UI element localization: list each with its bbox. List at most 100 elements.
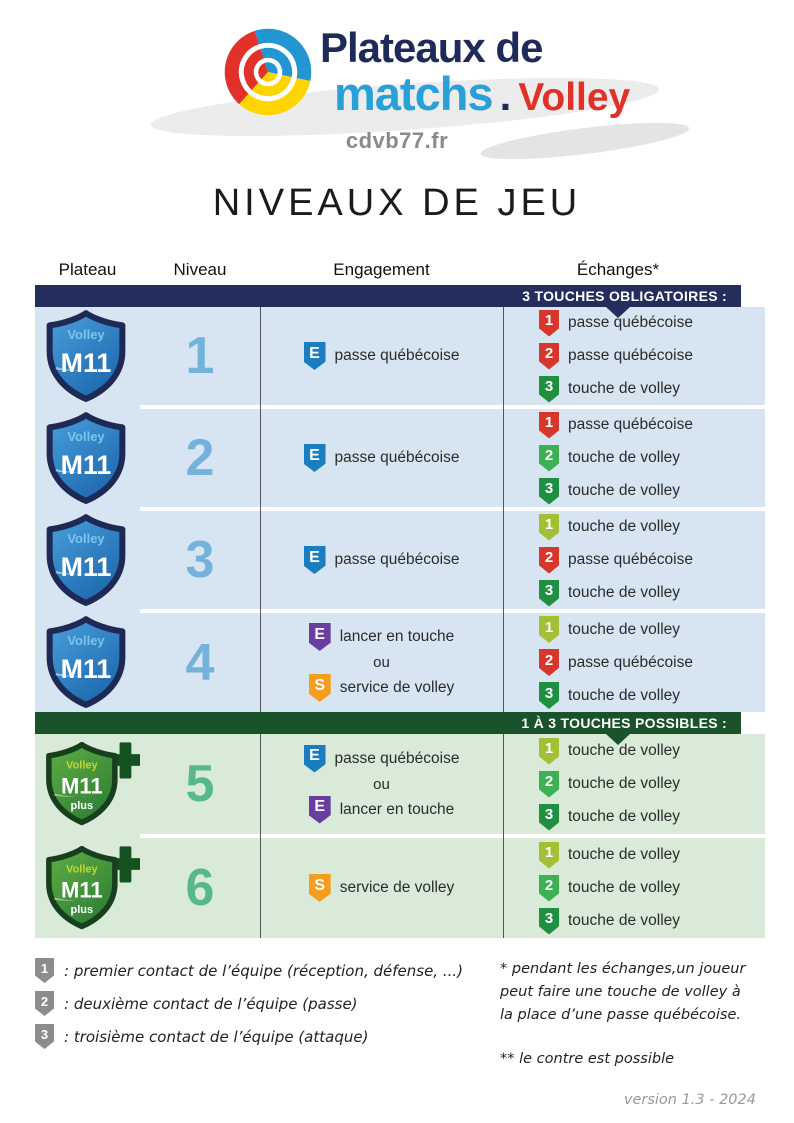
logo-dot: . bbox=[499, 72, 512, 119]
page-title: NIVEAUX DE JEU bbox=[212, 182, 582, 224]
row-separator bbox=[140, 507, 765, 511]
plateau-cell: Volley M11 bbox=[35, 615, 140, 710]
niveau-number: 4 bbox=[185, 633, 215, 692]
legend-1-badge-icon: 1 bbox=[35, 958, 54, 983]
shield-volley-label: Volley bbox=[67, 327, 105, 342]
engagement-label: service de volley bbox=[339, 879, 455, 896]
touch-number-2-badge-icon: 2 bbox=[539, 874, 559, 902]
shield-m11-label: M11 bbox=[61, 654, 112, 684]
shield-volley-label: Volley bbox=[67, 531, 105, 546]
echange-line: 3 touche de volley bbox=[539, 682, 765, 709]
column-header-niveau: Niveau bbox=[173, 260, 227, 279]
echange-line: 1 touche de volley bbox=[539, 513, 765, 541]
legend-text: : troisième contact de l’équipe (attaque… bbox=[64, 1027, 369, 1046]
m11-plus-shield-icon: Volley M11 plus bbox=[46, 845, 140, 930]
column-divider bbox=[503, 307, 504, 712]
engagement-e-badge-icon: E bbox=[303, 546, 326, 574]
echange-label: passe québécoise bbox=[568, 314, 693, 331]
echanges-cell: 1 touche de volley 2 passe québécoise 3 touch… bbox=[503, 616, 765, 709]
touch-number-2-badge-icon: 2 bbox=[539, 546, 559, 574]
echange-label: touche de volley bbox=[568, 449, 681, 466]
echange-line: 3 touche de volley bbox=[539, 803, 765, 831]
engagement-label: lancer en touche bbox=[339, 800, 455, 818]
echanges-cell: 1 passe québécoise 2 passe québécoise 3 touch… bbox=[503, 309, 765, 403]
banner-pointer-icon bbox=[606, 307, 630, 318]
plateau-cell: Volley M11 plus bbox=[35, 839, 140, 937]
logo-title-line1: Plateaux de bbox=[320, 24, 543, 71]
engagement-label: service de volley bbox=[339, 679, 455, 696]
m11-shield-icon: Volley M11 bbox=[46, 309, 126, 402]
echange-line: 2 passe québécoise bbox=[539, 546, 765, 574]
plateau-cell: Volley M11 bbox=[35, 309, 140, 404]
niveau-number: 1 bbox=[185, 327, 215, 385]
echange-label: touche de volley bbox=[568, 482, 681, 499]
engagement-label: passe québécoise bbox=[334, 347, 460, 364]
row-separator bbox=[140, 609, 765, 613]
footnotes: * pendant les échanges,un joueur peut fa… bbox=[500, 958, 756, 1071]
legend-2-badge-icon: 2 bbox=[35, 991, 54, 1016]
engagement-s-badge-icon: S bbox=[308, 874, 331, 902]
echanges-cell: 1 passe québécoise 2 touche de volley 3 touch… bbox=[503, 411, 765, 505]
echanges-cell: 1 touche de volley 2 passe québécoise 3 touch… bbox=[503, 513, 765, 607]
m11-shield-icon: Volley M11 bbox=[46, 513, 126, 606]
engagement-e-badge-icon: E bbox=[303, 342, 326, 370]
shield-volley-label: Volley bbox=[66, 863, 98, 875]
version-label: version 1.3 - 2024 bbox=[623, 1092, 756, 1108]
echange-line: 3 touche de volley bbox=[539, 375, 765, 403]
echange-label: touche de volley bbox=[568, 686, 681, 704]
echange-label: passe québécoise bbox=[568, 551, 693, 568]
echange-line: 1 passe québécoise bbox=[539, 411, 765, 439]
engagement-e-badge-icon: E bbox=[303, 744, 326, 773]
column-divider bbox=[260, 307, 261, 712]
footnote-contre: ** le contre est possible bbox=[500, 1050, 675, 1067]
echanges-cell: 1 touche de volley 2 touche de volley 3 touch… bbox=[503, 737, 765, 831]
echange-label: touche de volley bbox=[568, 879, 681, 896]
engagement-label: passe québécoise bbox=[334, 749, 460, 767]
echange-label: touche de volley bbox=[568, 912, 681, 929]
shield-volley-label: Volley bbox=[67, 633, 105, 648]
volleyball-icon bbox=[224, 28, 312, 116]
m11-plus-shield-icon: Volley M11 plus bbox=[46, 741, 140, 826]
legend-item: 3 : troisième contact de l’équipe (attaq… bbox=[35, 1024, 463, 1049]
echange-label: passe québécoise bbox=[568, 653, 693, 671]
touch-number-3-badge-icon: 3 bbox=[539, 682, 559, 709]
touch-number-3-badge-icon: 3 bbox=[539, 803, 559, 831]
touch-number-3-badge-icon: 3 bbox=[539, 907, 559, 935]
banner-pointer-icon bbox=[606, 734, 630, 745]
echange-line: 2 touche de volley bbox=[539, 444, 765, 472]
echange-line: 2 passe québécoise bbox=[539, 649, 765, 676]
echange-line: 1 passe québécoise bbox=[539, 309, 765, 337]
echange-line: 3 touche de volley bbox=[539, 579, 765, 607]
touch-number-1-badge-icon: 1 bbox=[539, 411, 559, 439]
m11-shield-icon: Volley M11 bbox=[46, 616, 126, 708]
touch-number-2-badge-icon: 2 bbox=[539, 444, 559, 472]
echange-label: touche de volley bbox=[568, 380, 681, 397]
column-header-engagement: Engagement bbox=[333, 260, 430, 279]
echange-label: touche de volley bbox=[568, 620, 681, 638]
engagement-label: passe québécoise bbox=[334, 551, 460, 568]
echange-label: touche de volley bbox=[568, 742, 681, 759]
banner-1-a-3-touches-possibles: 1 À 3 TOUCHES POSSIBLES : bbox=[35, 712, 741, 734]
niveau-number: 6 bbox=[185, 859, 215, 917]
engagement-s-badge-icon: S bbox=[308, 674, 331, 702]
plateau-cell: Volley M11 plus bbox=[35, 735, 140, 833]
echange-line: 3 touche de volley bbox=[539, 907, 765, 935]
echange-label: touche de volley bbox=[568, 775, 681, 792]
niveau-number: 2 bbox=[185, 429, 215, 487]
touch-number-3-badge-icon: 3 bbox=[539, 579, 559, 607]
